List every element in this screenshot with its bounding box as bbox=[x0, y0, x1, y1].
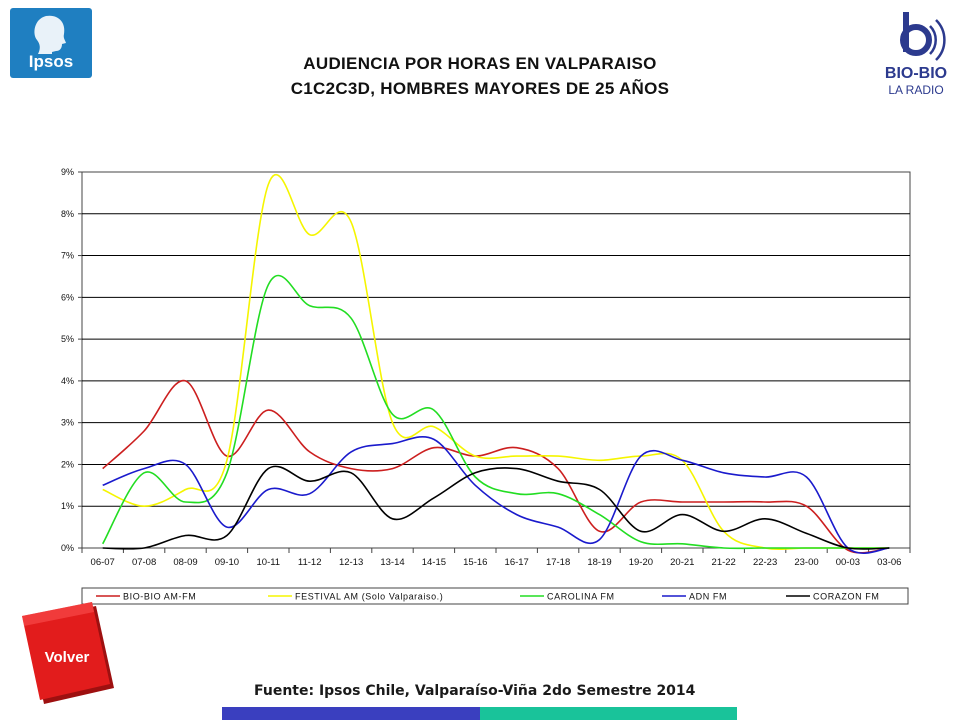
footer-bar-blue bbox=[222, 707, 480, 720]
y-tick-label: 6% bbox=[61, 292, 74, 302]
x-tick-label: 08-09 bbox=[173, 557, 197, 568]
biobio-logo-text: BIO-BIO bbox=[885, 65, 947, 82]
volver-label: Volver bbox=[45, 649, 90, 666]
x-tick-label: 19-20 bbox=[629, 557, 653, 568]
y-tick-label: 9% bbox=[61, 167, 74, 177]
x-tick-label: 10-11 bbox=[257, 557, 281, 568]
biobio-logo-subtext: LA RADIO bbox=[888, 83, 943, 97]
y-tick-label: 7% bbox=[61, 251, 74, 261]
series-line bbox=[102, 380, 890, 554]
x-tick-label: 23-00 bbox=[794, 557, 818, 568]
legend-label: CAROLINA FM bbox=[547, 592, 615, 602]
y-tick-label: 1% bbox=[61, 501, 74, 511]
plot-area bbox=[81, 171, 911, 549]
x-tick-label: 17-18 bbox=[546, 557, 570, 568]
chart-title-line1: AUDIENCIA POR HORAS EN VALPARAISO bbox=[303, 54, 657, 73]
legend-box bbox=[81, 587, 909, 605]
source-note: Fuente: Ipsos Chile, Valparaíso-Viña 2do… bbox=[254, 683, 696, 699]
series-line bbox=[102, 173, 890, 551]
y-tick-label: 5% bbox=[61, 334, 74, 344]
y-tick-label: 0% bbox=[61, 543, 74, 553]
x-tick-label: 09-10 bbox=[215, 557, 239, 568]
y-tick-label: 8% bbox=[61, 209, 74, 219]
x-tick-label: 07-08 bbox=[132, 557, 156, 568]
x-tick-label: 16-17 bbox=[505, 557, 529, 568]
biobio-radio-logo: BIO-BIO LA RADIO bbox=[885, 12, 947, 97]
x-tick-label: 12-13 bbox=[339, 557, 363, 568]
x-tick-label: 03-06 bbox=[877, 557, 901, 568]
series-line bbox=[102, 274, 890, 550]
ipsos-logo-text: Ipsos bbox=[28, 52, 74, 71]
x-tick-label: 18-19 bbox=[587, 557, 611, 568]
volver-button[interactable]: Volver bbox=[20, 600, 120, 710]
ipsos-logo: Ipsos bbox=[10, 8, 92, 78]
x-tick-label: 20-21 bbox=[670, 557, 694, 568]
gridlines bbox=[82, 213, 910, 507]
legend-label: CORAZON FM bbox=[813, 592, 880, 602]
y-tick-label: 2% bbox=[61, 459, 74, 469]
footer-bar-teal bbox=[480, 707, 737, 720]
x-tick-label: 06-07 bbox=[91, 557, 115, 568]
x-tick-label: 00-03 bbox=[836, 557, 860, 568]
legend-label: ADN FM bbox=[689, 592, 727, 602]
x-tick-label: 11-12 bbox=[298, 557, 322, 568]
x-tick-label: 14-15 bbox=[422, 557, 446, 568]
series-lines bbox=[102, 173, 890, 554]
ipsos-head-icon bbox=[34, 15, 66, 54]
x-tick-label: 22-23 bbox=[753, 557, 777, 568]
x-tick-label: 21-22 bbox=[712, 557, 736, 568]
y-axis-ticks: 0% 1% 2% 3% 4% 5% 6% 7% 8% 9% bbox=[61, 167, 82, 553]
series-line bbox=[102, 465, 890, 550]
legend: BIO-BIO AM-FM FESTIVAL AM (Solo Valparais… bbox=[96, 592, 880, 602]
legend-label: FESTIVAL AM (Solo Valparaiso.) bbox=[295, 592, 443, 602]
series-line bbox=[102, 436, 890, 554]
y-tick-label: 4% bbox=[61, 376, 74, 386]
x-axis-ticks: 06-07 07-08 08-09 09-10 10-11 11-12 12-13 13-14… bbox=[81, 548, 911, 568]
x-tick-label: 15-16 bbox=[463, 557, 487, 568]
legend-label: BIO-BIO AM-FM bbox=[123, 592, 196, 602]
y-tick-label: 3% bbox=[61, 418, 74, 428]
x-tick-label: 13-14 bbox=[380, 557, 404, 568]
chart-title-line2: C1C2C3D, HOMBRES MAYORES DE 25 AÑOS bbox=[290, 79, 670, 98]
